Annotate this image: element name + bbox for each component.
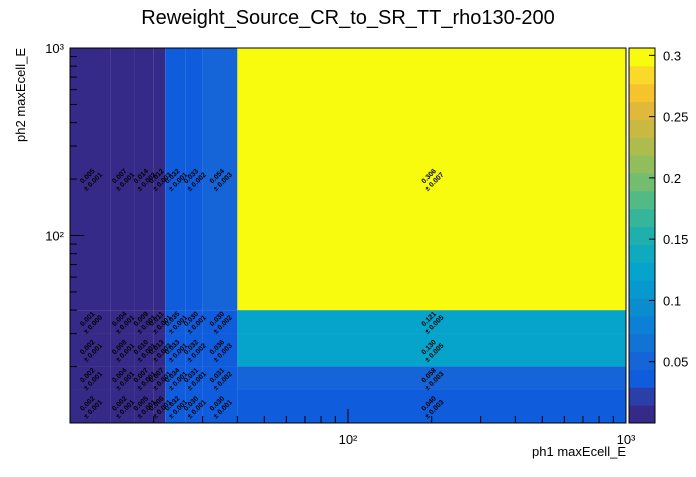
- color-bar-segment: [629, 101, 655, 120]
- cell: [134, 366, 154, 390]
- cell: [237, 310, 626, 334]
- x-tick-label: 10²: [339, 432, 358, 447]
- z-tick-label: 0.3: [663, 48, 681, 63]
- cell: [185, 310, 203, 334]
- cell: [70, 366, 111, 390]
- y-tick-label: 10²: [45, 229, 64, 244]
- cell: [202, 48, 238, 311]
- cell: [202, 310, 238, 334]
- color-bar-segment: [629, 137, 655, 156]
- color-bar-segment: [629, 65, 655, 85]
- cell: [134, 48, 154, 311]
- color-bar-segment: [629, 48, 655, 67]
- cell: [185, 48, 203, 311]
- cell: [185, 366, 203, 390]
- color-bar-segment: [629, 387, 655, 406]
- cell: [237, 48, 626, 311]
- y-tick-label: 10³: [45, 41, 64, 56]
- cell: [110, 48, 135, 311]
- color-bar-segment: [629, 369, 655, 388]
- cell: [134, 389, 154, 423]
- cell: [153, 48, 166, 311]
- z-tick-label: 0.2: [663, 171, 681, 186]
- cell: [110, 333, 135, 367]
- y-axis-label: ph2 maxEcell_E: [13, 48, 28, 142]
- z-tick-label: 0.25: [663, 110, 688, 125]
- cell: [237, 333, 626, 367]
- color-bar-segment: [629, 262, 655, 281]
- cell: [153, 366, 166, 390]
- cell: [202, 366, 238, 390]
- x-axis-label: ph1 maxEcell_E: [532, 444, 626, 459]
- color-bar-segment: [629, 155, 655, 174]
- color-bar-segment: [629, 83, 655, 103]
- cell: [153, 389, 166, 423]
- color-bar-frame: [628, 47, 656, 424]
- cell: [202, 333, 238, 367]
- cell: [70, 310, 111, 334]
- z-tick-label: 0.1: [663, 293, 681, 308]
- cell: [185, 333, 203, 367]
- cell: [110, 366, 135, 390]
- color-bar-segment: [629, 190, 655, 210]
- cell: [165, 310, 186, 334]
- cell: [202, 389, 238, 423]
- color-bar-segment: [629, 298, 655, 317]
- cell: [237, 366, 626, 390]
- cell: [165, 389, 186, 423]
- color-bar: [629, 48, 655, 424]
- cell: [70, 333, 111, 367]
- color-bar-segment: [629, 119, 655, 138]
- color-bar-segment: [629, 173, 655, 192]
- cell: [70, 389, 111, 423]
- cell: [134, 333, 154, 367]
- cell: [165, 333, 186, 367]
- color-bar-segment: [629, 351, 655, 370]
- color-bar-segment: [629, 244, 655, 263]
- cells: [70, 48, 626, 423]
- color-bar-segment: [629, 315, 655, 335]
- cell: [134, 310, 154, 334]
- color-bar-segment: [629, 280, 655, 299]
- cell: [165, 48, 186, 311]
- cell: [185, 389, 203, 423]
- z-tick-label: 0.15: [663, 232, 688, 247]
- cell: [110, 389, 135, 423]
- cell: [153, 310, 166, 334]
- cell: [153, 333, 166, 367]
- color-bar-segment: [629, 333, 655, 353]
- x-tick-label: 10³: [617, 432, 636, 447]
- color-bar-segment: [629, 405, 655, 424]
- color-bar-segment: [629, 208, 655, 228]
- chart-title: Reweight_Source_CR_to_SR_TT_rho130-200: [141, 7, 555, 29]
- cell: [165, 366, 186, 390]
- color-bar-segment: [629, 226, 655, 245]
- cell: [110, 310, 135, 334]
- z-tick-label: 0.05: [663, 355, 688, 370]
